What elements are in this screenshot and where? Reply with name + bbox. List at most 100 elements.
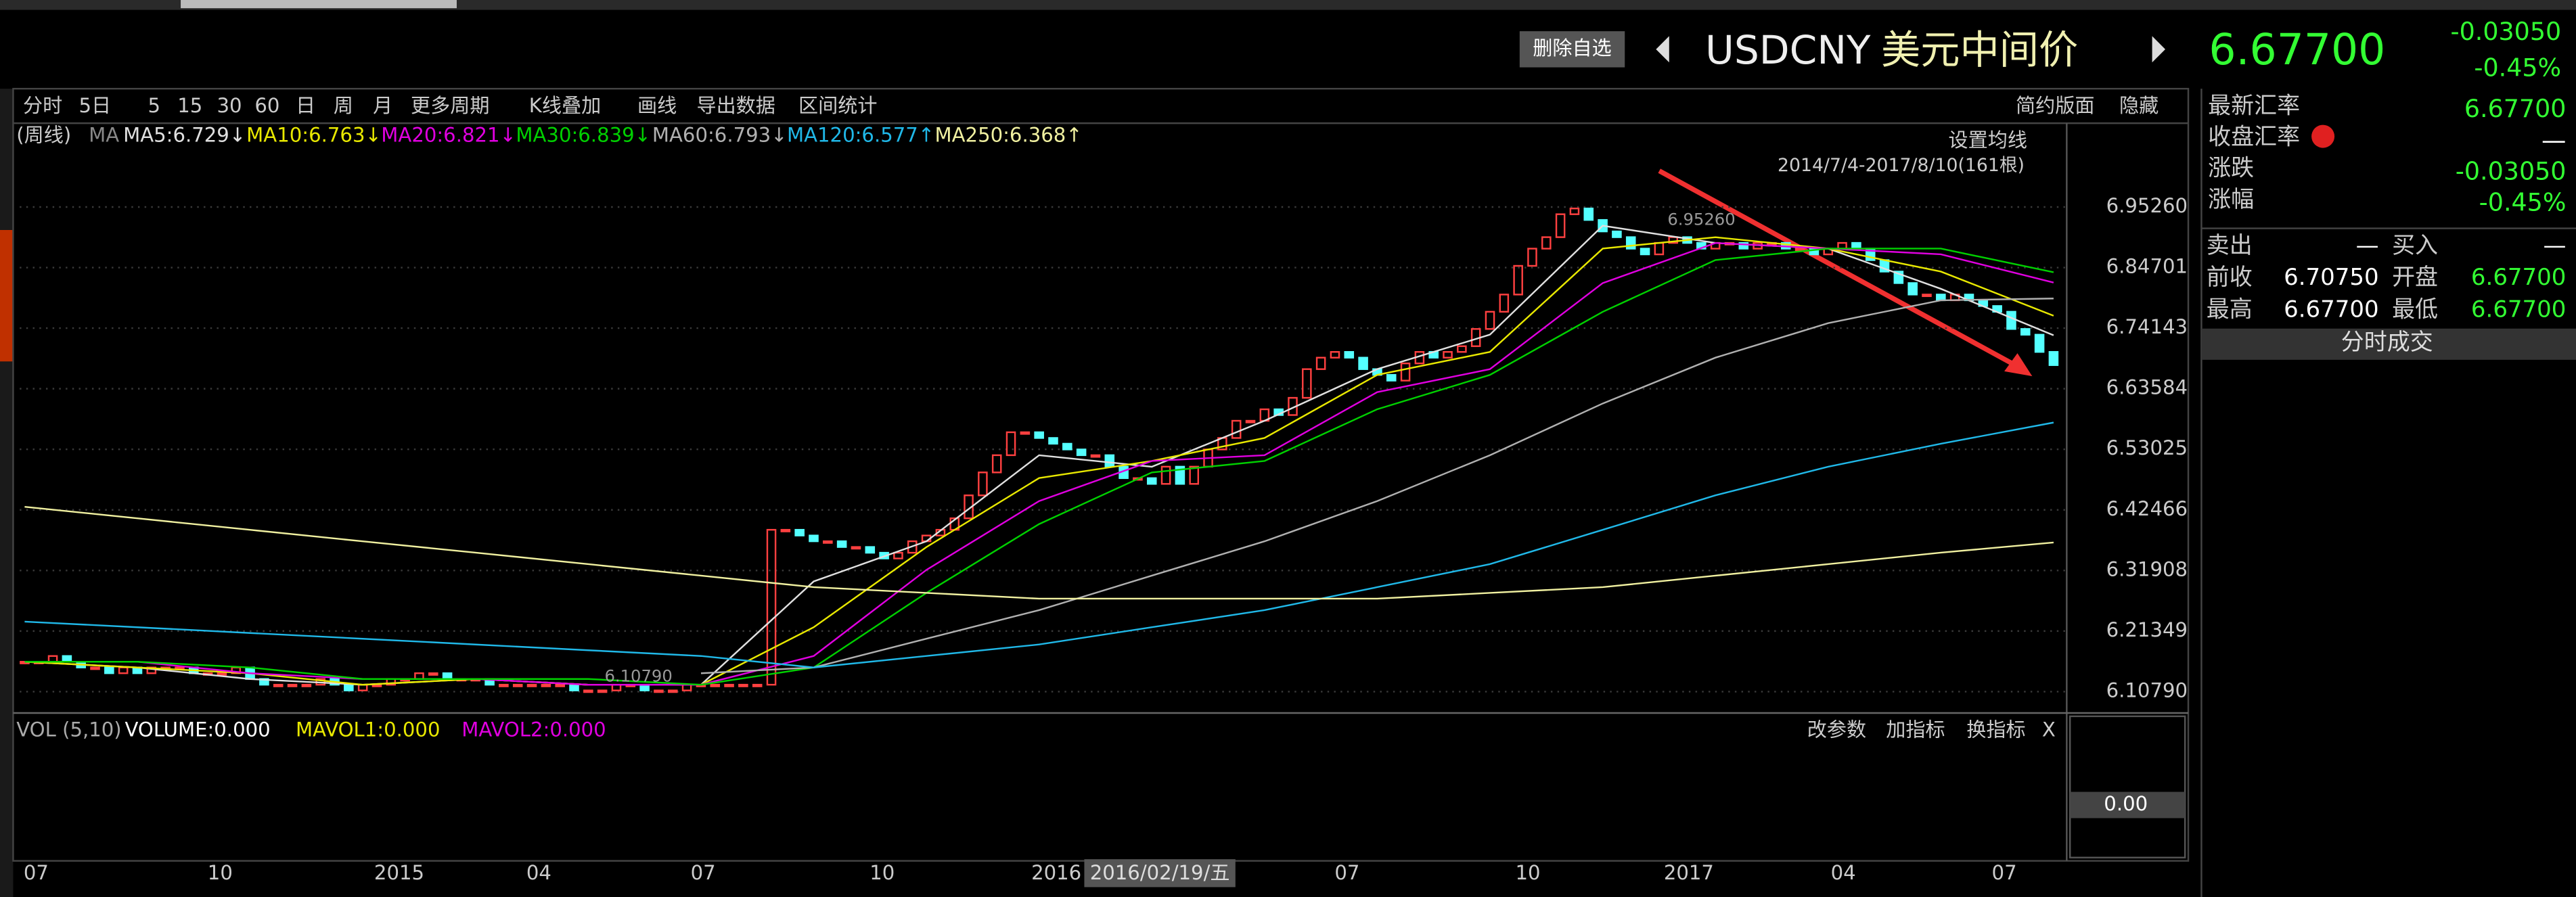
toolbar-item[interactable]: 月 [373, 94, 392, 117]
ma-legend: MA10:6.763↓ [246, 124, 382, 147]
quote-value: -0.03050 [2456, 156, 2567, 185]
toolbar-item[interactable]: 5 [148, 94, 161, 117]
quote-label: 涨幅 [2208, 186, 2254, 213]
range-label: 2014/7/4-2017/8/10(161根) [1778, 155, 2025, 176]
quote-label: 最低 [2392, 296, 2438, 323]
y-tick-label: 6.95260 [2106, 194, 2188, 217]
ma-legend-name: MA30:6.839 [516, 124, 634, 147]
toolbar-item[interactable]: 周 [334, 94, 353, 117]
candle [442, 672, 453, 680]
toolbar-item[interactable]: 分时 [23, 94, 62, 117]
button-label[interactable]: 删除自选 [1533, 37, 1611, 60]
volume-button[interactable]: 加指标 [1886, 718, 1945, 741]
ma-legend-arrow: ↓ [771, 124, 787, 147]
candle [1146, 477, 1157, 485]
ma-legend: MA250:6.368↑ [934, 124, 1082, 147]
x-tick-label: 04 [526, 861, 551, 884]
toolbar-item[interactable]: 简约版面 [2016, 94, 2094, 117]
candle [1513, 264, 1523, 296]
candle [526, 683, 537, 687]
candle [1020, 431, 1031, 435]
ma-legend: MA30:6.839↓ [516, 124, 651, 147]
candle [597, 689, 608, 693]
quote-footer[interactable]: 分时成交 [2341, 329, 2433, 356]
x-tick-label: 07 [691, 861, 716, 884]
candle [654, 689, 664, 693]
ma-legend-name: MA10:6.763 [246, 124, 365, 147]
quote-value: — [2543, 232, 2566, 259]
candle [1612, 230, 1622, 238]
ma-line [24, 248, 2054, 686]
ma-legend-arrow: ↓ [365, 124, 381, 147]
candle [836, 540, 847, 548]
ma-legend: MA20:6.821↓ [381, 124, 516, 147]
candle [1034, 431, 1044, 439]
candle [1555, 213, 1566, 238]
cursor-label-bg [1084, 859, 1236, 888]
volume-axis-box [2069, 715, 2186, 858]
toolbar-item[interactable]: 30 [217, 94, 242, 117]
candle [2034, 334, 2045, 353]
prev-arrow[interactable] [1656, 36, 1669, 63]
delete-button[interactable] [1519, 31, 1625, 68]
toolbar-item[interactable]: 5日 [79, 94, 112, 117]
quote-label: 涨跌 [2208, 155, 2254, 182]
footer-bg[interactable] [2201, 328, 2576, 360]
candle [2048, 351, 2059, 366]
toolbar-item[interactable]: 隐藏 [2119, 94, 2159, 117]
candle [1048, 437, 1058, 445]
candle [1330, 351, 1340, 359]
candle [1231, 419, 1242, 439]
toolbar-item[interactable]: 画线 [637, 94, 677, 117]
symbol: USDCNY [1705, 27, 1871, 73]
ma-setting[interactable]: 设置均线 [1949, 129, 2027, 152]
candle [851, 546, 861, 550]
quote-label: 开盘 [2392, 264, 2438, 291]
candle [1569, 207, 1580, 215]
volume-button[interactable]: X [2042, 718, 2056, 741]
toolbar-item[interactable]: 60 [254, 94, 279, 117]
x-tick-label: 07 [1334, 861, 1359, 884]
candle [1302, 368, 1312, 399]
candle [893, 551, 903, 559]
ma-legend-arrow: ↓ [635, 124, 651, 147]
next-arrow[interactable] [2152, 36, 2166, 63]
candle [47, 655, 58, 663]
volume-legend: VOL (5,10) [16, 718, 121, 741]
volume-button[interactable]: 改参数 [1807, 718, 1866, 741]
change-pct: -0.45% [2474, 53, 2561, 82]
sidebar-active[interactable] [0, 230, 14, 362]
volume-item: MAVOL1:0.000 [296, 718, 440, 741]
volume-item: MAVOL2:0.000 [461, 718, 606, 741]
candle [569, 683, 579, 691]
candle [978, 472, 988, 497]
candle [1457, 345, 1467, 353]
active-tab[interactable] [181, 0, 457, 9]
toolbar-item[interactable]: 日 [296, 94, 315, 117]
candle [1527, 248, 1537, 267]
ma-legend-name: MA120:6.577 [787, 124, 918, 147]
volume-button[interactable]: 换指标 [1966, 718, 2025, 741]
volume-value-bg [2070, 791, 2186, 819]
help-icon[interactable] [2311, 124, 2335, 148]
quote-value: 6.67700 [2471, 296, 2567, 323]
candle [752, 683, 763, 687]
toolbar-item[interactable]: 导出数据 [696, 94, 775, 117]
x-tick-label: 07 [1992, 861, 2017, 884]
candle [991, 454, 1002, 474]
candle [823, 540, 833, 544]
ma-legend-name: MA20:6.821 [381, 124, 499, 147]
toolbar-item[interactable]: 区间统计 [798, 94, 877, 117]
candle [414, 672, 424, 680]
candle [287, 683, 298, 687]
toolbar-item[interactable]: K线叠加 [529, 94, 601, 117]
price-annotation: 6.95260 [1667, 209, 1735, 229]
ma-legend-arrow: ↓ [500, 124, 516, 147]
toolbar-item[interactable]: 更多周期 [411, 94, 489, 117]
ma-line [700, 298, 2054, 674]
candle [724, 683, 734, 687]
y-tick-label: 6.84701 [2106, 255, 2188, 278]
candle [273, 683, 284, 687]
toolbar-item[interactable]: 15 [177, 94, 202, 117]
x-tick-label: 2015 [374, 861, 424, 884]
